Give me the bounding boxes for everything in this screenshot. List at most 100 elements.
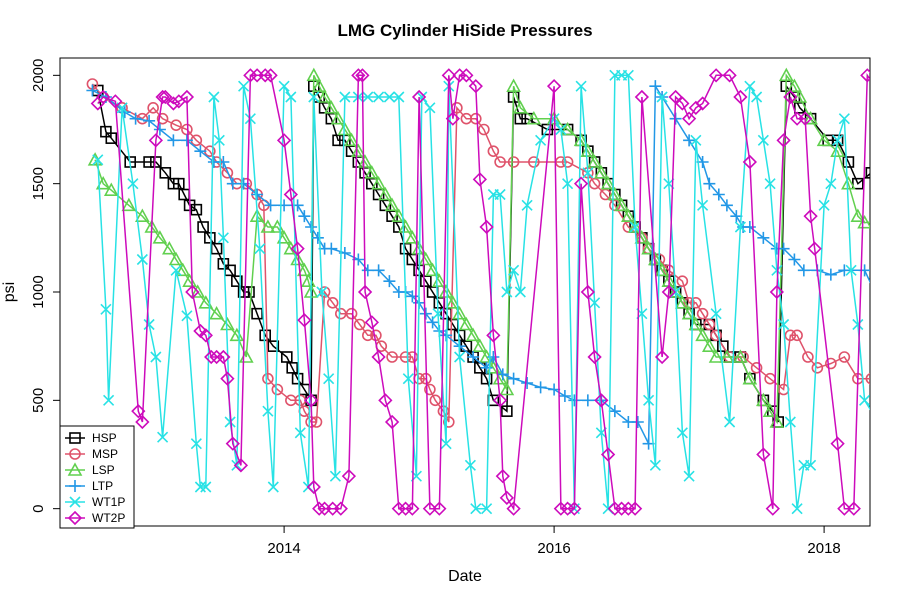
y-tick-label: 1500 xyxy=(30,167,47,200)
data-point-wt1p xyxy=(622,69,634,81)
data-point-wt1p xyxy=(262,405,274,417)
data-point-wt1p xyxy=(194,481,206,493)
legend-label: WT2P xyxy=(92,511,125,525)
legend-label: WT1P xyxy=(92,495,125,509)
data-point-wt1p xyxy=(690,134,702,146)
data-point-lsp xyxy=(162,240,177,255)
data-point-wt2p xyxy=(668,89,683,105)
data-point-wt2p xyxy=(432,501,447,516)
data-point-lsp xyxy=(465,327,481,342)
data-point-msp xyxy=(487,145,500,157)
data-point-ltp xyxy=(143,114,156,127)
data-point-wt2p xyxy=(297,313,312,328)
data-point-msp xyxy=(802,351,814,363)
data-point-lsp xyxy=(580,143,596,157)
data-point-wt1p xyxy=(751,91,763,103)
data-point-lsp xyxy=(283,240,299,255)
data-point-msp xyxy=(262,372,274,385)
data-point-wt1p xyxy=(393,91,405,103)
data-point-lsp xyxy=(405,230,420,244)
data-point-ltp xyxy=(167,134,180,147)
data-point-lsp xyxy=(438,284,454,298)
legend: HSP MSP LSP LTP WT1P WT2P xyxy=(59,425,135,529)
data-point-hsp xyxy=(143,156,155,168)
series-line-wt1p xyxy=(97,74,870,510)
data-point-lsp xyxy=(621,208,636,222)
data-point-hsp xyxy=(420,275,432,287)
data-point-hsp xyxy=(251,307,263,320)
data-point-wt1p xyxy=(316,286,328,298)
data-point-wt2p xyxy=(756,447,771,462)
data-point-hsp xyxy=(865,167,870,179)
data-point-wt2p xyxy=(391,501,406,516)
data-point-msp xyxy=(865,373,870,385)
data-point-lsp xyxy=(830,143,845,157)
data-point-ltp xyxy=(824,268,837,281)
data-point-wt2p xyxy=(765,501,780,516)
data-point-msp xyxy=(345,307,358,320)
data-point-lsp xyxy=(587,154,602,168)
data-point-msp xyxy=(791,329,803,342)
data-point-wt2p xyxy=(148,133,163,148)
legend-item-lsp: LSP xyxy=(65,462,115,477)
data-point-wt1p xyxy=(825,178,837,190)
data-point-wt1p xyxy=(440,438,452,450)
data-point-wt2p xyxy=(722,68,737,83)
data-point-ltp xyxy=(440,329,453,342)
chart-title: LMG Cylinder HiSide Pressures xyxy=(337,21,592,40)
data-point-wt1p xyxy=(832,134,844,146)
data-point-lsp xyxy=(850,208,866,222)
data-point-ltp xyxy=(777,242,790,255)
data-point-wt1p xyxy=(649,459,661,471)
data-point-wt1p xyxy=(329,470,341,482)
data-point-wt2p xyxy=(371,349,386,365)
data-point-wt1p xyxy=(629,221,641,233)
data-point-ltp xyxy=(467,351,480,363)
data-point-wt1p xyxy=(157,431,169,443)
data-point-ltp xyxy=(118,106,131,119)
data-point-hsp xyxy=(243,286,255,298)
data-point-wt1p xyxy=(92,154,104,166)
data-point-ltp xyxy=(264,199,277,212)
data-point-wt1p xyxy=(784,416,796,428)
data-point-msp xyxy=(561,156,574,168)
data-point-wt2p xyxy=(355,68,370,83)
data-point-wt2p xyxy=(661,284,676,300)
legend-label: LTP xyxy=(92,479,113,493)
data-point-wt2p xyxy=(204,349,219,365)
data-point-msp xyxy=(318,286,331,298)
data-point-wt2p xyxy=(225,436,240,451)
data-point-wt1p xyxy=(852,318,864,331)
data-point-hsp xyxy=(399,242,412,255)
data-point-lsp xyxy=(135,208,150,222)
data-point-ltp xyxy=(683,134,696,147)
data-point-lsp xyxy=(506,78,521,92)
data-point-lsp xyxy=(594,165,609,179)
data-point-wt1p xyxy=(859,394,870,406)
data-point-wt2p xyxy=(495,469,510,484)
data-point-hsp xyxy=(159,167,172,179)
data-point-hsp xyxy=(842,156,855,168)
data-point-msp xyxy=(494,156,506,168)
data-point-msp xyxy=(599,188,612,201)
data-point-lsp xyxy=(168,251,184,266)
data-point-lsp xyxy=(459,316,474,331)
data-point-wt1p xyxy=(734,221,746,233)
data-point-wt2p xyxy=(185,284,200,300)
data-point-ltp xyxy=(298,210,311,223)
data-point-lsp xyxy=(344,132,359,147)
data-point-msp xyxy=(696,307,709,320)
data-point-lsp xyxy=(190,284,206,298)
data-point-wt2p xyxy=(378,393,393,408)
data-point-wt1p xyxy=(100,303,112,315)
data-point-wt1p xyxy=(339,91,351,103)
data-point-wt1p xyxy=(508,264,520,276)
data-point-wt2p xyxy=(567,501,582,516)
data-point-wt1p xyxy=(656,91,668,103)
data-point-ltp xyxy=(217,156,230,168)
data-point-ltp xyxy=(129,112,142,125)
data-point-wt1p xyxy=(744,80,756,92)
data-point-msp xyxy=(784,329,797,342)
data-point-ltp xyxy=(788,253,801,266)
data-point-ltp xyxy=(278,199,291,212)
